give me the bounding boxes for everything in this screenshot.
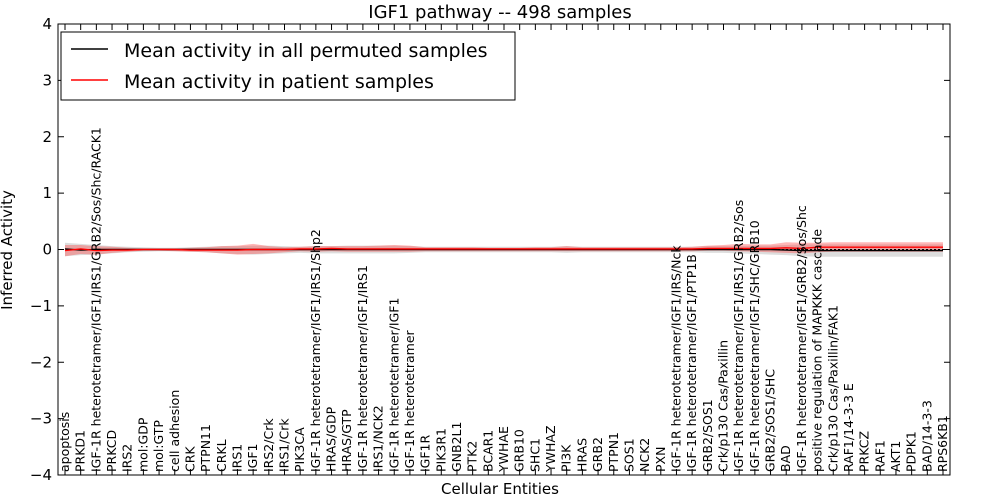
x-category-label: YWHAE <box>496 426 511 473</box>
x-category-label: YWHAZ <box>543 425 558 473</box>
legend: Mean activity in all permuted samples Me… <box>60 31 516 101</box>
x-category-label: PIK3R1 <box>433 428 448 472</box>
y-tick-label: −3 <box>30 410 52 428</box>
x-category-label: IRS2/Crk <box>261 418 276 472</box>
y-tick-label: 4 <box>42 15 52 33</box>
x-category-label: IGF-1R heterotetramer/IGF1 <box>386 298 401 472</box>
x-category-label: PRKD1 <box>73 430 88 472</box>
x-category-label: BCAR1 <box>480 430 495 472</box>
x-category-label: GRB10 <box>512 429 527 472</box>
x-category-label: IGF-1R heterotetramer/IGF1/IRS1/Shp2 <box>308 229 323 472</box>
x-category-label: RAF1 <box>872 440 887 472</box>
x-category-label: PXN <box>653 447 668 472</box>
x-category-label: HRAS <box>574 438 589 472</box>
x-category-label: IGF-1R heterotetramer/IGF1/PTP1B <box>684 254 699 472</box>
x-category-label: Crk/p130 Cas/Paxillin/FAK1 <box>825 305 840 472</box>
series-line-patient <box>64 246 943 252</box>
x-category-label: HRAS/GTP <box>339 409 354 472</box>
x-category-label: IGF-1R heterotetramer/IGF1/GRB2/Sos/Shc <box>794 205 809 472</box>
x-category-label: PTK2 <box>465 441 480 472</box>
y-tick-label: 3 <box>42 71 52 89</box>
x-category-label: AKT1 <box>888 441 903 472</box>
x-category-label: CRKL <box>214 439 229 472</box>
x-category-label: cell adhesion <box>167 390 182 472</box>
legend-label-permuted: Mean activity in all permuted samples <box>124 40 487 62</box>
y-tick-label: 1 <box>42 184 52 202</box>
x-category-label: HRAS/GDP <box>324 406 339 472</box>
x-category-label: mol:GDP <box>135 417 150 472</box>
y-tick-label: 0 <box>42 241 52 259</box>
x-category-label: IGF-1R heterotetramer/IGF1/SHC/GRB10 <box>747 220 762 472</box>
x-category-label: PTPN11 <box>198 424 213 472</box>
x-axis-title: Cellular Entities <box>441 480 559 498</box>
x-category-label: positive regulation of MAPKKK cascade <box>810 229 825 472</box>
x-category-label: GNB2L1 <box>449 422 464 472</box>
x-category-label: IRS2 <box>120 444 135 472</box>
x-category-label: PI3K <box>559 444 574 472</box>
x-category-label: RAF1/14-3-3 E <box>841 383 856 472</box>
x-category-label: IGF-1R heterotetramer/IGF1/IRS/Nck <box>668 245 683 472</box>
y-axis-title: Inferred Activity <box>0 190 16 310</box>
x-category-label: BAD <box>778 445 793 472</box>
x-category-label: IGF1R <box>418 434 433 472</box>
x-category-label: SOS1 <box>621 438 636 472</box>
x-category-label: CRK <box>182 446 197 472</box>
x-category-label: GRB2/SOS1/SHC <box>763 369 778 472</box>
x-category-label: mol:GTP <box>151 420 166 472</box>
y-tick-label: −2 <box>30 353 52 371</box>
x-category-label: IGF-1R heterotetramer/IGF1/IRS1/GRB2/Sos… <box>88 127 103 472</box>
legend-label-patient: Mean activity in patient samples <box>124 71 434 93</box>
x-category-label: IGF-1R heterotetramer/IGF1/IRS1 <box>355 265 370 472</box>
x-category-label: IRS1/NCK2 <box>371 405 386 472</box>
x-category-label: IRS1 <box>229 444 244 472</box>
y-tick-label: −1 <box>30 297 52 315</box>
plot-frame <box>57 23 951 476</box>
x-category-label: PRKCD <box>104 430 119 472</box>
x-category-label: RPS6KB1 <box>935 415 950 472</box>
x-category-label: Crk/p130 Cas/Paxillin <box>716 340 731 472</box>
x-category-label: PIK3CA <box>292 427 307 472</box>
x-category-label: GRB2/SOS1 <box>700 399 715 472</box>
x-category-label: NCK2 <box>637 438 652 472</box>
x-category-label: apoptosis <box>57 412 72 472</box>
chart-title: IGF1 pathway -- 498 samples <box>368 2 631 23</box>
x-category-label: PDPK1 <box>904 431 919 472</box>
y-tick-label: −4 <box>30 466 52 484</box>
x-category-label: SHC1 <box>527 438 542 472</box>
y-tick-label: 2 <box>42 128 52 146</box>
x-category-label: IGF-1R heterotetramer/IGF1/IRS1/GRB2/Sos <box>731 200 746 472</box>
x-category-label: IGF-1R heterotetramer <box>402 329 417 472</box>
x-category-label: PRKCZ <box>857 431 872 472</box>
x-category-label: PTPN1 <box>606 432 621 472</box>
x-category-label: GRB2 <box>590 437 605 472</box>
legend-box <box>60 31 516 101</box>
x-category-label: BAD/14-3-3 <box>919 400 934 472</box>
x-category-label: IGF1 <box>245 443 260 472</box>
x-category-label: IRS1/Crk <box>277 418 292 472</box>
